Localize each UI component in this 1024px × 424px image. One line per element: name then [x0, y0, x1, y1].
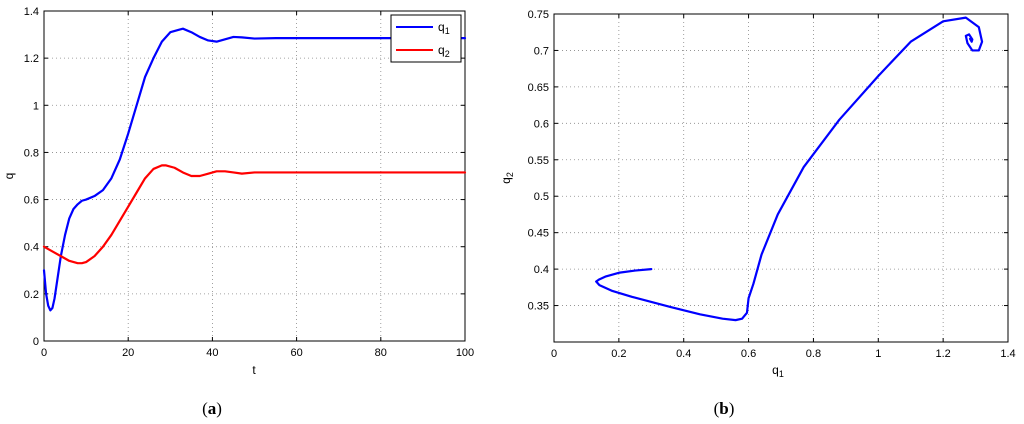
panel-a-ytick-label-2: 0.4	[24, 242, 39, 254]
panel-b-ytick-label-7: 0.7	[534, 45, 549, 57]
legend-subscript-q2: 2	[445, 49, 450, 59]
panel-a-legend: q1 q2	[390, 14, 462, 63]
caption-a: (a)	[202, 399, 222, 418]
panel-a-xtick-label-5: 100	[456, 347, 474, 359]
panel-b-xtick-label-0: 0	[551, 348, 557, 360]
panel-b-xtick-label-4: 0.8	[806, 348, 821, 360]
panel-a-xtick-label-4: 80	[375, 347, 387, 359]
panel-b-grid	[554, 14, 1008, 342]
panel-b-xtick-label-5: 1	[875, 348, 881, 360]
caption-b-letter: b	[719, 399, 728, 418]
panel-b-ylabel: q2	[499, 172, 515, 184]
panel-b-xlabel: q1	[772, 363, 784, 379]
legend-box	[390, 14, 462, 63]
panel-a-series	[42, 27, 467, 312]
legend-label-q2: q2	[438, 43, 450, 59]
panel-a-ytick-label-6: 1.2	[24, 53, 39, 65]
panel-a-xtick-label-3: 60	[290, 347, 302, 359]
panel-b-series	[595, 16, 984, 322]
panel-b-ytick-label-2: 0.45	[528, 228, 549, 240]
panel-a-ytick-label-0: 0	[33, 336, 39, 348]
panel-a-ticks: 0 20 40 60 80 100 0 0.2 0.4 0.6 0.8 1 1.2 1.4	[24, 6, 474, 359]
panel-b-xtick-label-2: 0.4	[676, 348, 691, 360]
panel-a-ytick-label-1: 0.2	[24, 289, 39, 301]
panel-b-ytick-label-0: 0.35	[528, 301, 549, 313]
panel-a-series-line-q1	[42, 27, 467, 312]
panel-b-ytick-label-8: 0.75	[528, 9, 549, 21]
panel-a-ytick-label-7: 1.4	[24, 6, 39, 18]
panel-a-xtick-label-1: 20	[122, 347, 134, 359]
panel-b-xtick-label-6: 1.2	[935, 348, 950, 360]
caption-a-letter: a	[208, 399, 217, 418]
panel-a-ylabel: q	[2, 173, 16, 180]
panel-a-xtick-label-2: 40	[206, 347, 218, 359]
legend-text-q1: q	[438, 20, 445, 34]
panel-b-series-line-0	[595, 16, 984, 322]
panel-b-xtick-label-1: 0.2	[611, 348, 626, 360]
caption-b: (b)	[714, 399, 735, 418]
panel-a-ytick-label-5: 1	[33, 100, 39, 112]
panel-b-ytick-label-5: 0.6	[534, 118, 549, 130]
panel-b-ticks: 0 0.2 0.4 0.6 0.8 1 1.2 1.4 0.35 0.4 0.45 0.5 0.55 0.…	[528, 9, 1016, 360]
panel-a-xlabel: t	[252, 363, 256, 377]
panel-a: 0 20 40 60 80 100 0 0.2 0.4 0.6 0.8 1 1.2 1.4 t q q1 …	[2, 6, 474, 418]
panel-a-xtick-label-0: 0	[41, 347, 47, 359]
panel-b: 0 0.2 0.4 0.6 0.8 1 1.2 1.4 0.35 0.4 0.45 0.5 0.55 0.…	[499, 9, 1016, 418]
panel-b-ylabel-main: q	[499, 177, 513, 184]
panel-a-plot-area	[43, 10, 466, 342]
panel-b-xlabel-main: q	[772, 363, 779, 377]
panel-b-ytick-label-3: 0.5	[534, 191, 549, 203]
panel-b-xlabel-sub: 1	[779, 369, 784, 379]
panel-b-ylabel-sub: 2	[505, 172, 515, 177]
panel-a-ytick-label-4: 0.8	[24, 147, 39, 159]
panel-b-xtick-label-7: 1.4	[1000, 348, 1015, 360]
panel-b-ytick-label-4: 0.55	[528, 155, 549, 167]
panel-b-ytick-label-6: 0.65	[528, 82, 549, 94]
panel-b-xtick-label-3: 0.6	[741, 348, 756, 360]
panel-a-ytick-label-3: 0.6	[24, 195, 39, 207]
panel-b-ytick-label-1: 0.4	[534, 264, 549, 276]
legend-subscript-q1: 1	[445, 26, 450, 36]
legend-label-q1: q1	[438, 20, 450, 36]
legend-text-q2: q	[438, 43, 445, 57]
panel-b-plot-area	[553, 13, 1009, 343]
panel-a-series-line-q2	[42, 164, 467, 265]
